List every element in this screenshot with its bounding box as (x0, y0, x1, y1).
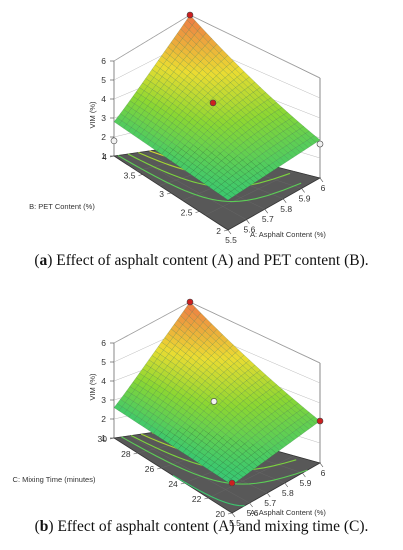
z-tick-label: 3 (101, 113, 106, 123)
x-tick-label: 5.5 (229, 518, 241, 528)
z-axis-label: VIM (%) (88, 373, 97, 401)
design-points (186, 298, 324, 487)
x-tick-mark (264, 209, 269, 214)
y-tick-label: 2.5 (181, 208, 193, 218)
y-tick-mark (157, 467, 162, 470)
x-tick-mark (231, 512, 236, 518)
x-tick-mark (319, 462, 324, 468)
x-tick-mark (249, 502, 253, 508)
floor-gridline (129, 435, 250, 504)
x-tick-label: 5.9 (299, 193, 311, 203)
y-tick-label: 4 (102, 152, 107, 162)
z-tick-label: 1 (101, 433, 106, 443)
x-tick-mark (319, 177, 324, 183)
x-tick-mark (227, 229, 232, 235)
response-surface (113, 14, 321, 201)
y-tick-label: 28 (121, 449, 131, 459)
floor-gridline (208, 455, 295, 499)
x-tick-label: 5.6 (247, 508, 259, 518)
x-tick-mark (246, 219, 250, 224)
x-axis-label: A: Asphalt Content (%) (250, 508, 326, 517)
y-ticks: 20 22 24 26 28 30 (98, 434, 233, 519)
surface-plot-a: 1 2 3 4 5 6 5.5 5.6 5.7 5.8 5.9 6 2 2.5 3 3.5 4 VIM (%) A:… (29, 11, 369, 269)
z-tick-label: 2 (101, 414, 106, 424)
surface-plot-b: 1 2 3 4 5 6 5.5 5.6 5.7 5.8 5.9 6 20 22 24 26 28 30 VIM (%… (0, 285, 403, 550)
surface-chart-b: 1 2 3 4 5 6 5.5 5.6 5.7 5.8 5.9 6 20 22 24 26 28 30 VIM (%… (13, 298, 326, 528)
response-surface (113, 301, 321, 486)
x-axis-label: A: Asphalt Content (%) (250, 230, 326, 239)
x-tick-label: 6 (321, 183, 326, 193)
y-tick-mark (109, 437, 115, 440)
z-tick-label: 4 (101, 94, 106, 104)
z-ticks: 1 2 3 4 5 6 (101, 338, 114, 443)
y-tick-label: 20 (216, 509, 226, 519)
z-tick-label: 1 (101, 151, 106, 161)
caption-b: (b) Effect of asphalt content (A) and mi… (34, 518, 369, 535)
design-point (186, 11, 194, 19)
y-axis-label: C: Mixing Time (minutes) (13, 475, 96, 484)
caption-a: (a) Effect of asphalt content (A) and PE… (34, 252, 369, 269)
y-tick-mark (180, 482, 185, 485)
design-point (209, 99, 217, 107)
y-tick-label: 24 (168, 479, 178, 489)
x-tick-label: 5.7 (262, 214, 274, 224)
design-point (228, 479, 236, 487)
y-tick-mark (133, 452, 138, 455)
z-tick-label: 5 (101, 75, 106, 85)
y-tick-label: 3 (159, 189, 164, 199)
z-ticks: 1 2 3 4 5 6 (101, 56, 114, 161)
x-tick-label: 6 (321, 468, 326, 478)
contour-line (121, 436, 308, 485)
x-tick-label: 5.6 (243, 225, 255, 235)
y-tick-mark (166, 192, 172, 195)
x-tick-mark (284, 482, 289, 488)
contour-line (117, 154, 302, 203)
y-ticks: 2 2.5 3 3.5 4 (102, 152, 229, 236)
surface-patch (310, 135, 321, 143)
z-tick-label: 2 (101, 132, 106, 142)
z-tick-label: 6 (101, 338, 106, 348)
x-tick-label: 5.7 (264, 498, 276, 508)
x-tick-mark (266, 492, 271, 498)
z-tick-label: 6 (101, 56, 106, 66)
y-tick-mark (109, 155, 115, 158)
y-tick-label: 26 (145, 464, 155, 474)
y-tick-label: 30 (98, 434, 108, 444)
contour-line (172, 475, 245, 507)
design-point (316, 417, 324, 425)
z-tick-label: 4 (101, 376, 106, 386)
x-ticks: 5.5 5.6 5.7 5.8 5.9 6 (225, 177, 326, 245)
design-point (186, 298, 194, 306)
y-tick-label: 3.5 (124, 171, 136, 181)
x-tick-label: 5.5 (225, 235, 237, 245)
y-tick-mark (204, 497, 209, 500)
y-tick-mark (138, 174, 143, 176)
y-tick-mark (223, 229, 229, 232)
surface-chart-a: 1 2 3 4 5 6 5.5 5.6 5.7 5.8 5.9 6 2 2.5 3 3.5 4 VIM (%) A:… (29, 11, 326, 245)
z-tick-label: 3 (101, 395, 106, 405)
design-points (110, 11, 324, 148)
y-axis-label: B: PET Content (%) (29, 202, 95, 211)
floor-gridline (205, 171, 295, 216)
y-tick-mark (227, 512, 233, 515)
z-tick-label: 5 (101, 357, 106, 367)
design-point (316, 140, 324, 148)
x-tick-label: 5.8 (280, 204, 292, 214)
x-tick-label: 5.8 (282, 488, 294, 498)
x-ticks: 5.5 5.6 5.7 5.8 5.9 6 (229, 462, 326, 528)
design-point (210, 398, 218, 405)
x-tick-label: 5.9 (299, 478, 311, 488)
y-tick-label: 2 (216, 226, 221, 236)
x-tick-mark (282, 198, 287, 203)
x-tick-mark (302, 472, 306, 478)
z-axis-label: VIM (%) (88, 101, 97, 129)
x-tick-mark (301, 188, 305, 193)
y-tick-mark (195, 211, 200, 213)
y-tick-label: 22 (192, 494, 202, 504)
design-point (110, 137, 118, 145)
